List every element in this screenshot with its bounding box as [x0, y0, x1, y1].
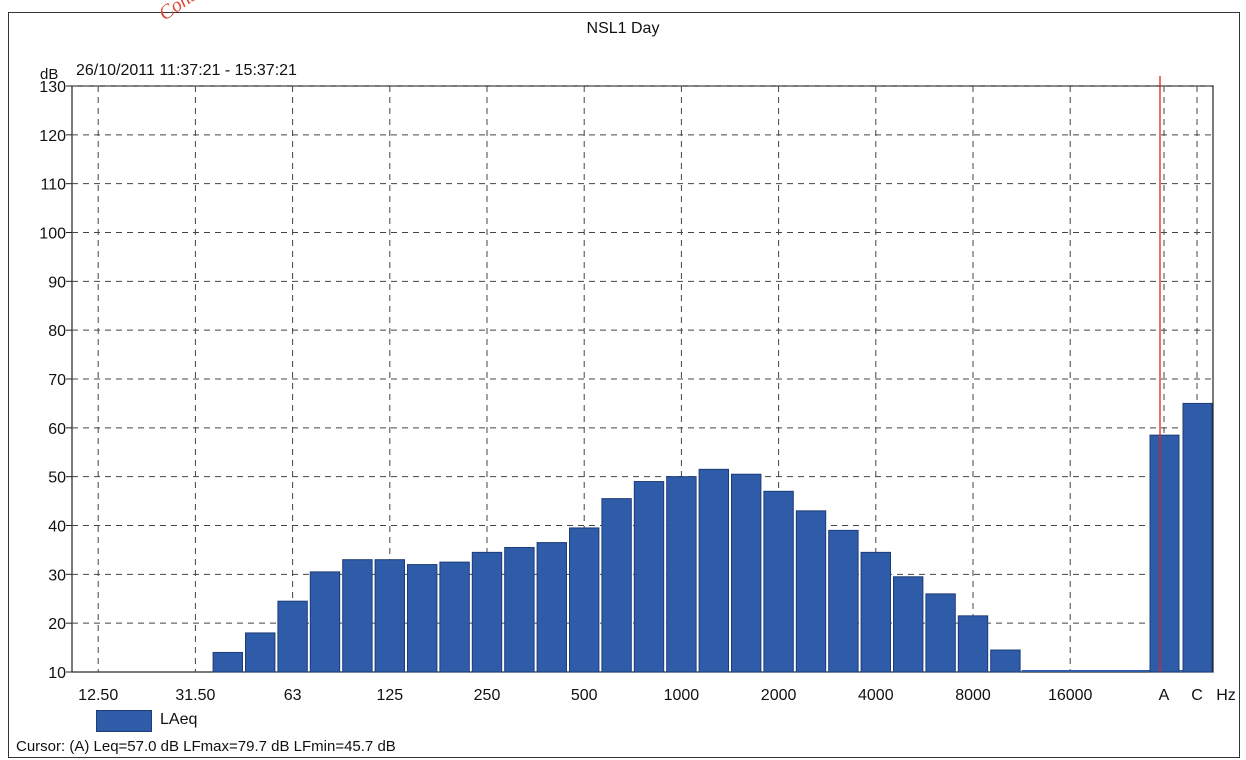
- x-tick-label-c: C: [1191, 687, 1203, 704]
- bar-4: [309, 571, 341, 673]
- x-tick-label: 12.50: [78, 687, 118, 704]
- x-tick-label-a: A: [1159, 687, 1170, 704]
- x-tick-label: 31.50: [175, 687, 215, 704]
- bar-15: [666, 476, 697, 673]
- legend-label: LAeq: [160, 711, 198, 728]
- bar-7: [407, 564, 438, 673]
- bar-14: [633, 481, 665, 673]
- y-tick-label: 10: [48, 665, 66, 682]
- bar-9: [471, 551, 503, 673]
- x-unit-label: Hz: [1216, 687, 1236, 704]
- y-tick-label: 40: [48, 519, 66, 536]
- legend-swatch: [96, 710, 152, 732]
- bar-8: [439, 561, 470, 673]
- bar-2: [245, 632, 276, 673]
- chart-subtitle: 26/10/2011 11:37:21 - 15:37:21: [76, 62, 297, 79]
- y-tick-label: 70: [48, 372, 66, 389]
- y-tick-label: 110: [40, 177, 66, 194]
- chart-title: NSL1 Day: [586, 20, 660, 37]
- x-tick-label: 63: [284, 687, 302, 704]
- y-tick-label: 30: [48, 567, 66, 584]
- bar-21: [860, 551, 891, 673]
- bar-11: [536, 542, 567, 673]
- y-tick-label: 80: [48, 323, 66, 340]
- bar-12: [569, 527, 600, 673]
- bar-1: [212, 651, 244, 673]
- bar-5: [342, 559, 373, 673]
- bar-19: [795, 510, 827, 673]
- x-tick-label: 16000: [1048, 687, 1093, 704]
- bar-23: [925, 593, 956, 673]
- x-tick-label: 1000: [664, 687, 700, 704]
- x-tick-label: 4000: [858, 687, 894, 704]
- bar-10: [504, 546, 535, 673]
- y-tick-label: 120: [39, 128, 66, 145]
- x-tick-label: 8000: [955, 687, 991, 704]
- x-tick-label: 125: [376, 687, 403, 704]
- bar-16: [698, 468, 729, 673]
- bar-13: [601, 498, 632, 673]
- x-tick-label: 250: [474, 687, 501, 704]
- y-tick-label: 20: [48, 616, 66, 633]
- bar-22: [893, 576, 924, 673]
- summary-bar-c: [1182, 402, 1213, 673]
- bar-17: [731, 473, 762, 673]
- y-tick-label: 90: [48, 274, 66, 291]
- y-tick-label: 50: [48, 470, 66, 487]
- x-tick-label: 500: [571, 687, 598, 704]
- bar-20: [828, 529, 859, 673]
- bar-3: [277, 600, 308, 673]
- y-axis-unit: dB: [40, 66, 59, 83]
- bar-25: [990, 649, 1021, 673]
- bar-24: [957, 615, 989, 673]
- summary-bar-a: [1149, 434, 1180, 673]
- y-tick-label: 100: [39, 226, 66, 243]
- x-tick-label: 2000: [761, 687, 797, 704]
- cursor-readout: Cursor: (A) Leq=57.0 dB LFmax=79.7 dB LF…: [16, 738, 396, 755]
- bar-6: [374, 559, 406, 673]
- y-tick-label: 60: [48, 421, 66, 438]
- bar-18: [763, 490, 794, 673]
- y-tick-label: 130: [39, 79, 66, 96]
